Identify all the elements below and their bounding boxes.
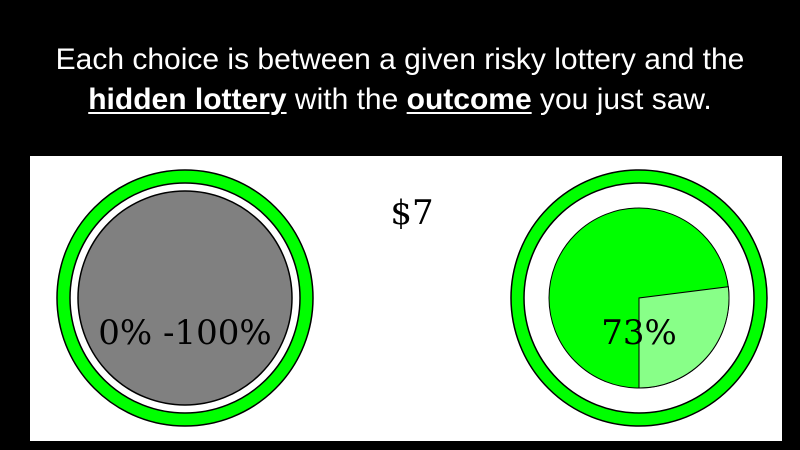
choice-diagram: 0% -100% $7 73% xyxy=(56,169,768,427)
left-lottery[interactable]: 0% -100% xyxy=(56,169,314,427)
instruction-line-1: Each choice is between a given risky lot… xyxy=(55,43,745,76)
left-unknown-pie xyxy=(77,190,293,406)
amount-label: $7 xyxy=(390,193,433,233)
choice-panel: 0% -100% $7 73% xyxy=(30,156,782,441)
outcome-emphasis: outcome xyxy=(406,83,532,116)
hidden-lottery-emphasis: hidden lottery xyxy=(88,83,287,116)
instruction-line-2: hidden lottery with the outcome you just… xyxy=(0,80,800,120)
right-probability-label: 73% xyxy=(601,313,677,353)
instruction-mid: with the xyxy=(286,83,407,116)
instruction-end: you just saw. xyxy=(531,83,712,116)
left-probability-label: 0% -100% xyxy=(98,313,271,353)
instruction-text: Each choice is between a given risky lot… xyxy=(0,40,800,120)
right-lose-slice xyxy=(638,286,730,389)
right-lottery[interactable]: 73% xyxy=(510,169,768,427)
